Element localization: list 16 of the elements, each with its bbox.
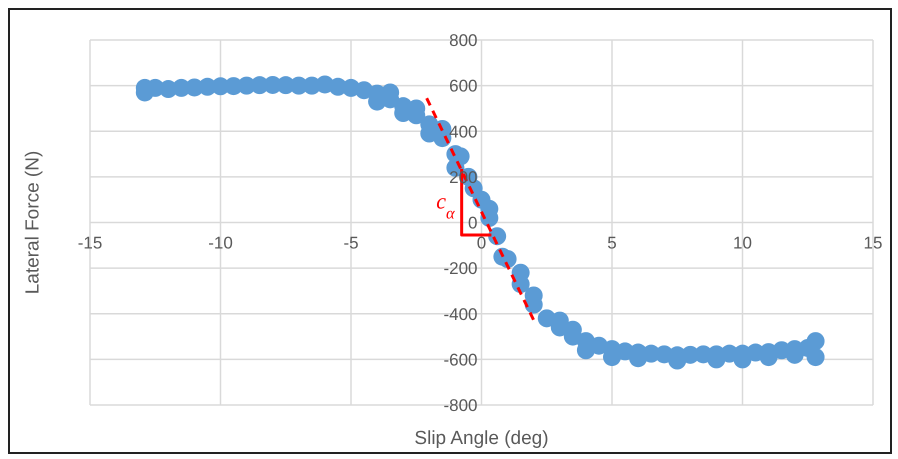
- x-tick-label: -10: [208, 234, 233, 252]
- y-tick-label: -200: [443, 259, 478, 278]
- y-tick-label: 0: [468, 214, 478, 232]
- y-tick-label: -400: [443, 304, 478, 324]
- y-tick-label: 800: [449, 31, 478, 50]
- y-tick-label: 600: [449, 76, 478, 96]
- x-tick-label: 15: [864, 234, 882, 252]
- annotation: c$_{α}$: [436, 188, 456, 222]
- y-axis-title: Lateral Force (N): [22, 150, 44, 294]
- x-tick-label: 5: [607, 234, 617, 252]
- x-axis-title: Slip Angle (deg): [414, 428, 549, 449]
- x-tick-label: -5: [343, 234, 359, 252]
- y-tick-label: -800: [443, 396, 478, 415]
- y-tick-label: -600: [443, 350, 478, 370]
- x-tick-label: -15: [78, 234, 102, 252]
- x-tick-label: 10: [733, 234, 752, 252]
